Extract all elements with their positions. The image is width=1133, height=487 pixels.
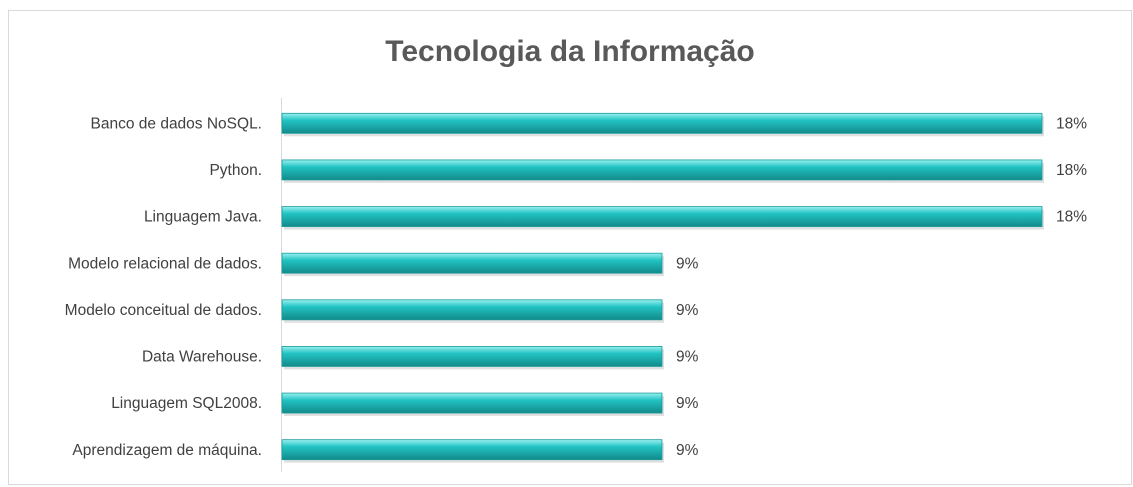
value-label: 18% — [1056, 209, 1087, 226]
category-label: Banco de dados NoSQL. — [91, 115, 262, 132]
value-label: 9% — [676, 395, 699, 412]
bar — [281, 439, 663, 461]
value-label: 9% — [676, 302, 699, 319]
category-label: Data Warehouse. — [142, 349, 262, 366]
category-label: Modelo relacional de dados. — [68, 255, 262, 272]
bar — [281, 112, 1043, 134]
value-label: 9% — [676, 349, 699, 366]
chart-title: Tecnologia da Informação — [385, 35, 755, 68]
category-label: Modelo conceitual de dados. — [65, 302, 262, 319]
bar — [281, 392, 663, 414]
category-label: Python. — [209, 162, 262, 179]
value-label: 18% — [1056, 115, 1087, 132]
bar — [281, 159, 1043, 181]
value-label: 18% — [1056, 162, 1087, 179]
category-label: Linguagem SQL2008. — [111, 395, 262, 412]
bar — [281, 346, 663, 367]
category-label: Aprendizagem de máquina. — [72, 442, 262, 459]
value-label: 9% — [676, 255, 699, 272]
category-label: Linguagem Java. — [144, 209, 262, 226]
bar — [281, 252, 663, 274]
value-label: 9% — [676, 442, 699, 459]
bar — [281, 206, 1043, 227]
bar — [281, 299, 663, 321]
